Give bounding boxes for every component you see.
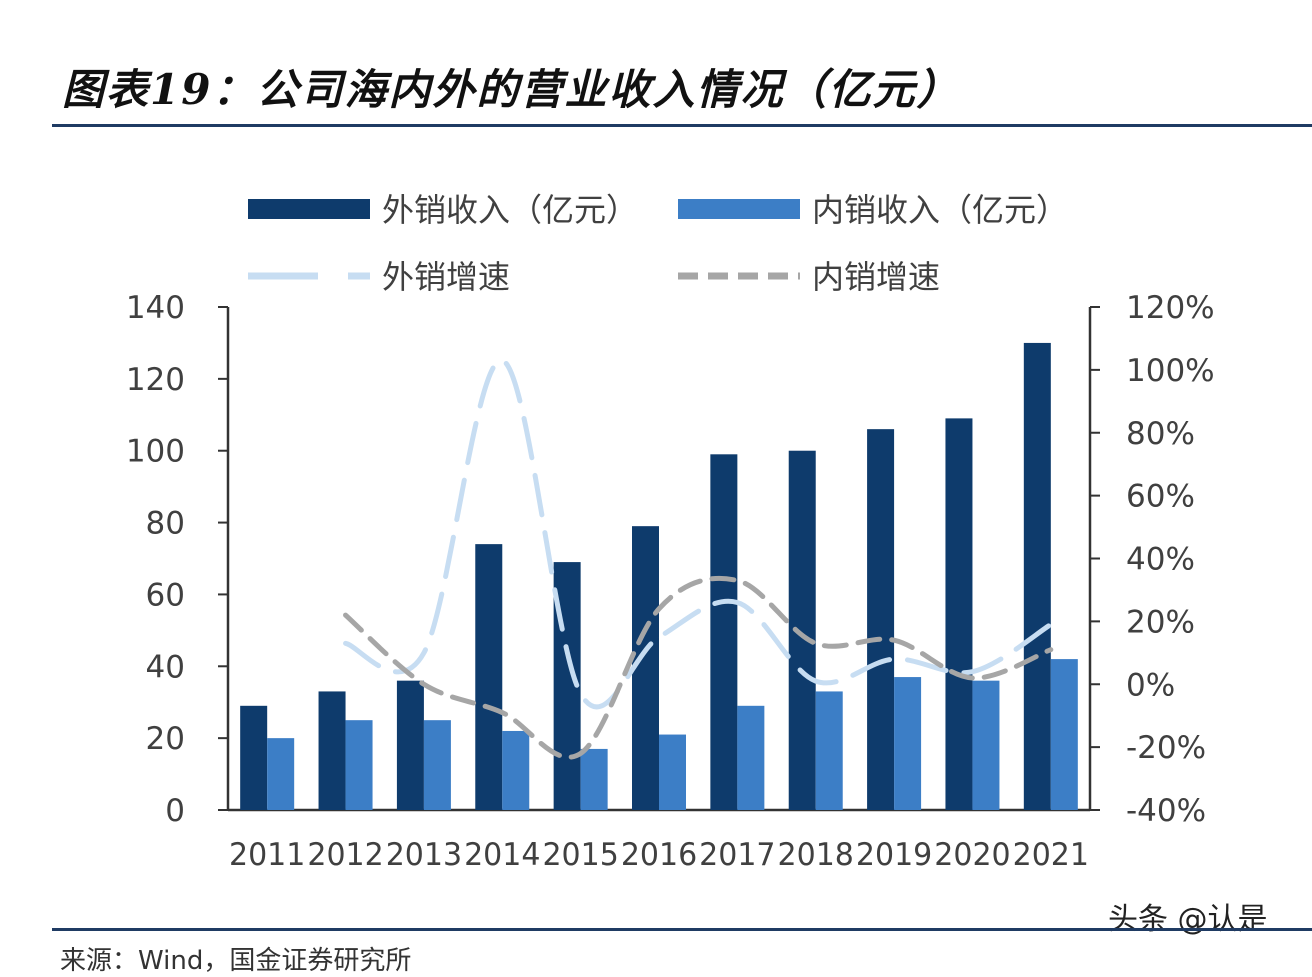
chart-legend: 外销收入（亿元） 内销收入（亿元） 外销增速 内销增速 (248, 191, 1068, 296)
right-axis-tick-label: 40% (1126, 542, 1195, 578)
lines-layer (345, 360, 1050, 757)
left-axis-tick-label: 40 (146, 649, 185, 685)
right-axis-tick-label: 0% (1126, 667, 1175, 703)
footer-divider (52, 928, 1312, 931)
legend-swatch (248, 199, 370, 219)
legend-label: 内销增速 (812, 258, 940, 296)
export-growth-line (346, 360, 1051, 707)
right-axis-tick-label: 60% (1126, 479, 1195, 515)
x-axis-tick-label: 2021 (1013, 837, 1089, 873)
legend-swatch (678, 199, 800, 219)
x-axis-tick-label: 2017 (699, 837, 775, 873)
left-axis-tick-label: 80 (146, 506, 185, 542)
right-axis-tick-label: 100% (1126, 353, 1215, 389)
domestic-revenue-bar (737, 706, 764, 810)
left-axis-tick-label: 140 (126, 290, 185, 326)
export-revenue-bar (319, 691, 346, 810)
export-revenue-bar (945, 418, 972, 810)
domestic-revenue-bar (424, 720, 451, 810)
left-axis-tick-label: 20 (146, 721, 185, 757)
x-axis-tick-label: 2011 (229, 837, 305, 873)
right-axis-tick-label: -20% (1126, 730, 1206, 766)
export-revenue-bar (1024, 343, 1051, 810)
x-axis-tick-label: 2012 (307, 837, 383, 873)
export-revenue-bar (397, 681, 424, 810)
x-axis-tick-label: 2020 (934, 837, 1010, 873)
export-revenue-bar (475, 544, 502, 810)
x-axis-tick-label: 2016 (621, 837, 697, 873)
left-axis-tick-label: 60 (146, 577, 185, 613)
x-axis-tick-label: 2015 (542, 837, 618, 873)
domestic-revenue-bar (972, 681, 999, 810)
bars-layer (240, 343, 1078, 810)
right-axis-tick-label: -40% (1126, 793, 1206, 829)
domestic-revenue-bar (346, 720, 373, 810)
legend-label: 外销收入（亿元） (382, 191, 638, 229)
legend-label: 内销收入（亿元） (812, 191, 1068, 229)
x-axis-tick-label: 2014 (464, 837, 540, 873)
export-revenue-bar (240, 706, 267, 810)
left-axis-tick-label: 0 (165, 793, 185, 829)
domestic-revenue-bar (502, 731, 529, 810)
x-axis-tick-label: 2018 (778, 837, 854, 873)
domestic-revenue-bar (816, 691, 843, 810)
left-axis-tick-label: 100 (126, 434, 185, 470)
left-axis-tick-label: 120 (126, 362, 185, 398)
right-axis-tick-label: 80% (1126, 416, 1195, 452)
domestic-revenue-bar (267, 738, 294, 810)
domestic-revenue-bar (581, 749, 608, 810)
right-axis-tick-label: 120% (1126, 290, 1215, 326)
export-revenue-bar (789, 451, 816, 810)
source-note: 来源：Wind，国金证券研究所 (60, 940, 411, 977)
domestic-revenue-bar (894, 677, 921, 810)
watermark: 头条 @认是 (1108, 894, 1268, 938)
revenue-chart: 外销收入（亿元） 内销收入（亿元） 外销增速 内销增速 0 20 40 60 80 100 120… (0, 0, 1312, 900)
domestic-revenue-bar (659, 735, 686, 810)
x-axis-tick-label: 2019 (856, 837, 932, 873)
right-axis-tick-label: 20% (1126, 604, 1195, 640)
legend-label: 外销增速 (382, 258, 510, 296)
x-axis-tick-label: 2013 (386, 837, 462, 873)
export-revenue-bar (710, 454, 737, 810)
export-revenue-bar (867, 429, 894, 810)
domestic-revenue-bar (1051, 659, 1078, 810)
